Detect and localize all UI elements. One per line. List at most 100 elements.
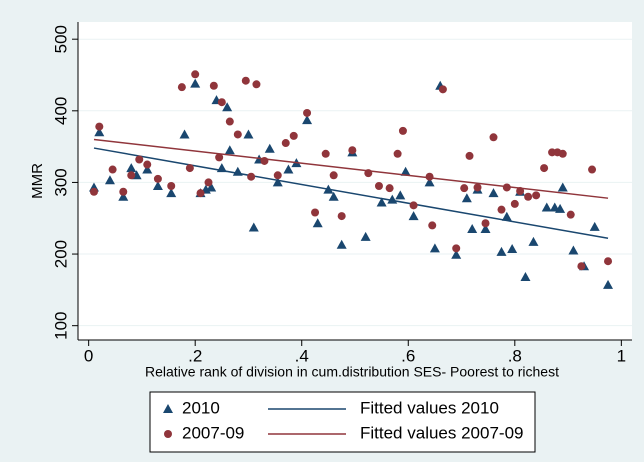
- point: [222, 102, 233, 112]
- point: [311, 208, 320, 217]
- point: [142, 164, 153, 174]
- point: [465, 151, 474, 160]
- point: [452, 244, 461, 253]
- point: [303, 108, 312, 117]
- point: [337, 212, 346, 221]
- point: [264, 143, 275, 153]
- point: [520, 271, 531, 281]
- point: [555, 203, 566, 213]
- x-tick-label: .8: [508, 346, 522, 365]
- point: [225, 117, 234, 126]
- point: [167, 182, 176, 191]
- x-tick-label: 0: [84, 346, 93, 365]
- point: [603, 279, 614, 289]
- point: [408, 211, 419, 221]
- fit-line: [93, 138, 609, 199]
- point: [557, 182, 568, 192]
- point: [273, 171, 282, 180]
- x-axis-label: Relative rank of division in cum.distrib…: [145, 364, 559, 380]
- point: [409, 201, 418, 210]
- point: [497, 205, 506, 214]
- point: [566, 210, 575, 219]
- point: [312, 218, 323, 228]
- point: [289, 131, 298, 140]
- point: [473, 183, 482, 192]
- y-tick-label: 100: [51, 311, 70, 339]
- x-tick-label: .2: [188, 346, 202, 365]
- point: [488, 188, 499, 198]
- point: [460, 184, 469, 193]
- point: [108, 165, 117, 174]
- point: [461, 193, 472, 203]
- point: [385, 184, 394, 193]
- point: [94, 127, 105, 137]
- plot-area: [78, 22, 632, 340]
- legend: [149, 391, 536, 453]
- point: [510, 199, 519, 208]
- point: [215, 153, 224, 162]
- point: [247, 172, 256, 181]
- point: [501, 211, 512, 221]
- point: [451, 249, 462, 259]
- point: [89, 187, 98, 196]
- point: [248, 222, 259, 232]
- y-tick-label: 200: [51, 240, 70, 268]
- point: [489, 133, 498, 142]
- point: [502, 183, 511, 192]
- point: [95, 122, 104, 131]
- point: [321, 149, 330, 158]
- point: [252, 80, 261, 89]
- point: [558, 149, 567, 158]
- point: [185, 164, 194, 173]
- point: [481, 219, 490, 228]
- y-axis-label: MMR: [29, 163, 46, 199]
- point: [376, 197, 387, 207]
- point: [126, 163, 137, 173]
- legend-key: [164, 430, 172, 438]
- point: [135, 155, 144, 164]
- point: [104, 175, 115, 185]
- x-tick-label: .4: [295, 346, 309, 365]
- point: [153, 174, 162, 183]
- point: [589, 221, 600, 231]
- point: [166, 188, 177, 198]
- point: [374, 182, 383, 191]
- point: [143, 160, 152, 169]
- point: [281, 139, 290, 148]
- point: [524, 192, 533, 201]
- point: [328, 191, 339, 201]
- point: [438, 85, 447, 94]
- legend-label: Fitted values 2007-09: [360, 423, 524, 442]
- point: [588, 165, 597, 174]
- point: [209, 81, 218, 90]
- point: [118, 191, 129, 201]
- legend-label: 2010: [182, 398, 220, 417]
- point: [206, 182, 217, 192]
- point: [568, 245, 579, 255]
- point: [540, 164, 549, 173]
- point: [177, 83, 186, 92]
- point: [360, 231, 371, 241]
- point: [395, 190, 406, 200]
- point: [127, 171, 136, 180]
- point: [393, 149, 402, 158]
- point: [190, 78, 201, 88]
- point: [424, 177, 435, 187]
- point: [233, 130, 242, 139]
- point: [283, 164, 294, 174]
- point: [480, 223, 491, 233]
- x-tick-label: 1: [617, 346, 626, 365]
- point: [496, 246, 507, 256]
- point: [224, 145, 235, 155]
- point: [348, 146, 357, 155]
- point: [400, 166, 411, 176]
- point: [398, 126, 407, 135]
- point: [196, 189, 205, 198]
- point: [429, 243, 440, 253]
- point: [217, 98, 226, 107]
- point: [425, 172, 434, 181]
- point: [152, 181, 163, 191]
- point: [204, 178, 213, 187]
- point: [428, 221, 437, 230]
